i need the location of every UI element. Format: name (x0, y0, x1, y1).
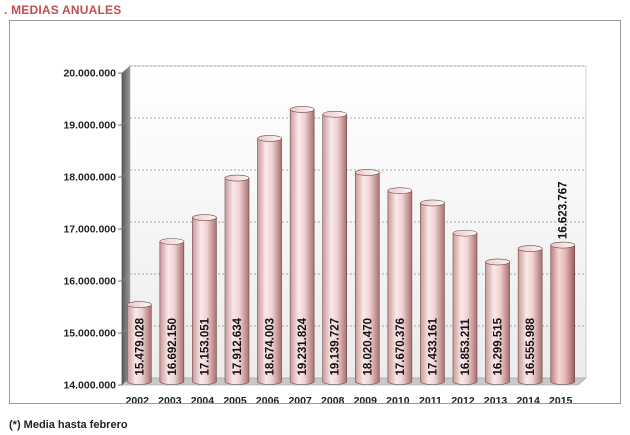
bar-2002: 15.479.028 (126, 301, 152, 385)
y-tick-label: 15.000.000 (63, 328, 116, 340)
bar-top (452, 229, 478, 237)
y-tick-label: 16.000.000 (63, 276, 116, 288)
bar-value-label: 19.231.824 (297, 317, 309, 375)
bar-value-label: 18.020.470 (362, 318, 374, 376)
y-axis: 14.000.000 15.000.000 16.000.000 17.000.000… (63, 68, 123, 392)
x-tick-label: 2003 (158, 395, 182, 403)
bar-2011: 17.433.161 (420, 199, 445, 385)
bar-value-label: 16.623.767 (558, 182, 570, 240)
y-tick-label: 19.000.000 (63, 120, 116, 132)
bar-2008: 19.139.727 (322, 110, 348, 385)
bar-2012: 16.853.211 (452, 229, 478, 385)
x-axis: 2002 2003 2004 2005 2006 2007 2008 2009 2010 2011… (126, 395, 573, 403)
bar-body (224, 177, 250, 385)
grid-line-side (121, 273, 131, 282)
bar-top (550, 241, 576, 249)
bar-value-label: 16.299.515 (493, 317, 505, 375)
bar-value-label: 16.555.988 (525, 317, 537, 375)
bar-value-label: 15.479.028 (134, 317, 146, 375)
bars: 15.479.028 16.692.150 17.153.051 17.912.634… (126, 106, 576, 385)
bar-2015: 16.623.767 (550, 182, 576, 385)
grid-line-side (121, 117, 131, 126)
x-tick-label: 2015 (549, 395, 573, 403)
x-tick-label: 2008 (321, 395, 345, 403)
x-tick-label: 2007 (288, 395, 312, 403)
bar-value-label: 19.139.727 (330, 318, 342, 376)
bar-top (322, 110, 348, 118)
bar-2004: 17.153.051 (192, 214, 217, 385)
bar-top (224, 174, 250, 182)
grid-line-side (121, 65, 131, 74)
bar-body (485, 261, 510, 385)
floor (121, 377, 587, 386)
bar-top (126, 301, 152, 308)
plot-background (121, 65, 587, 386)
bar-value-label: 17.912.634 (232, 317, 244, 375)
bar-top (192, 214, 217, 221)
bar-body (387, 190, 413, 385)
bar-body (322, 113, 348, 385)
y-tick-label: 14.000.000 (63, 380, 116, 392)
bar-value-label: 17.433.161 (427, 317, 439, 375)
x-tick-label: 2005 (223, 395, 247, 403)
x-tick-label: 2013 (484, 395, 508, 403)
bar-body (550, 244, 576, 385)
bar-body (257, 138, 282, 385)
bar-top (420, 199, 445, 207)
x-tick-label: 2006 (256, 395, 280, 403)
y-tick-label: 17.000.000 (63, 224, 116, 236)
x-tick-label: 2010 (386, 395, 410, 403)
bar-2009: 18.020.470 (354, 169, 380, 385)
grid-line-side (121, 221, 131, 230)
grid-line-side (121, 169, 131, 178)
bar-body (420, 202, 445, 385)
chart-frame: 14.000.000 15.000.000 16.000.000 17.000.000… (9, 20, 621, 404)
bar-value-label: 17.153.051 (199, 317, 211, 375)
bar-value-label: 16.692.150 (167, 318, 179, 376)
bar-value-label: 18.674.003 (265, 318, 277, 376)
bar-2005: 17.912.634 (224, 174, 250, 385)
bar-2014: 16.555.988 (517, 245, 543, 385)
bar-top (485, 258, 510, 266)
y-tick-label: 18.000.000 (63, 172, 116, 184)
chart-title: . MEDIAS ANUALES (4, 3, 122, 17)
bar-2007: 19.231.824 (289, 106, 315, 385)
bar-2003: 16.692.150 (159, 238, 185, 385)
bar-body (452, 232, 478, 385)
x-tick-label: 2004 (191, 395, 215, 403)
x-tick-label: 2012 (451, 395, 475, 403)
bar-body (354, 172, 380, 385)
x-tick-label: 2009 (354, 395, 378, 403)
bar-2013: 16.299.515 (485, 258, 510, 385)
footnote: (*) Media hasta febrero (9, 419, 128, 431)
bar-2006: 18.674.003 (257, 135, 282, 385)
x-tick-label: 2014 (516, 395, 540, 403)
bar-top (289, 106, 315, 113)
x-tick-label: 2002 (126, 395, 150, 403)
y-tick-label: 20.000.000 (63, 68, 116, 80)
bar-chart: 14.000.000 15.000.000 16.000.000 17.000.000… (63, 65, 587, 403)
bar-top (517, 245, 543, 252)
bar-value-label: 17.670.376 (395, 318, 407, 376)
x-tick-label: 2011 (419, 395, 442, 403)
bar-body (159, 241, 185, 385)
bar-body (289, 109, 315, 385)
bar-top (387, 187, 413, 194)
bar-2010: 17.670.376 (387, 187, 413, 385)
bar-top (159, 238, 185, 245)
bar-value-label: 16.853.211 (460, 318, 472, 376)
bar-body (192, 217, 217, 385)
bar-body (517, 248, 543, 385)
bar-body (126, 304, 152, 385)
bar-top (257, 135, 282, 142)
bar-top (354, 169, 380, 176)
